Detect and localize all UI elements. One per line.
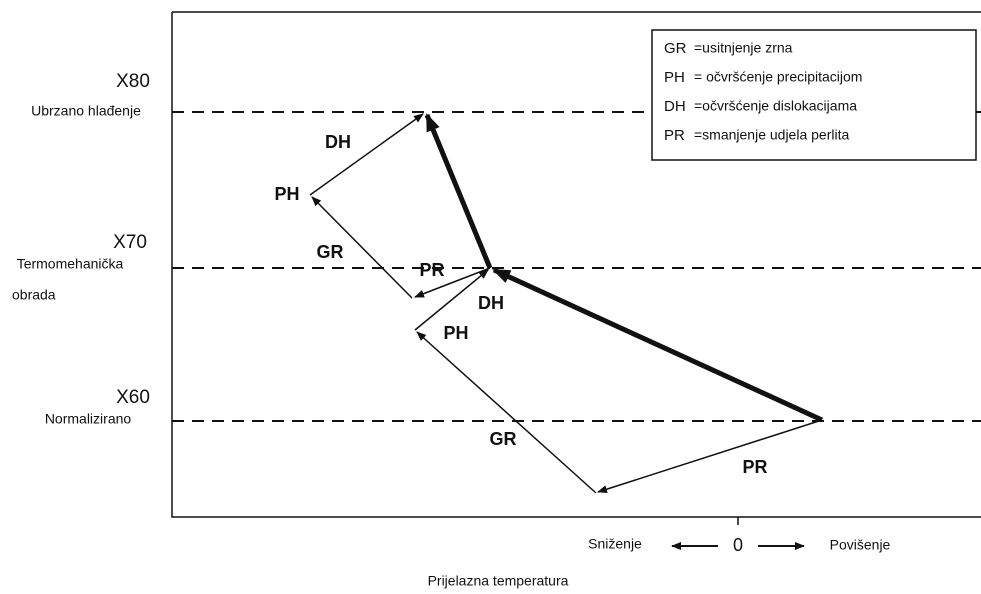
arrow-label: PR [419,260,444,280]
level-code: X60 [116,387,150,408]
plot-frame [171,11,981,525]
level-code: X80 [116,71,150,92]
level-label: Normalizirano [45,411,132,427]
legend-abbr: PR [664,127,685,144]
legend-text: =smanjenje udjela perlita [694,127,849,143]
level-label: Termomehanička [17,256,124,272]
legend-abbr: DH [664,98,686,115]
level-lines [172,111,981,422]
legend-text: =usitnjenje zrna [694,40,793,56]
legend-text: = očvršćenje precipitacijom [694,69,862,85]
axis-title: Prijelazna temperatura [428,573,569,589]
level-code: X70 [113,232,147,253]
axis-zero: 0 [733,535,743,555]
legend-abbr: GR [664,40,687,57]
legend-abbr: PH [664,69,685,86]
axis-increase: Povišenje [830,537,891,553]
level-label: Ubrzano hlađenje [31,103,141,119]
arrow-label: DH [325,132,351,152]
arrow-label: GR [317,242,344,262]
legend-text: =očvršćenje dislokacijama [694,98,857,114]
axis-decrease: Sniženje [588,536,642,552]
arrow-label: GR [490,429,517,449]
arrow-label: DH [478,293,504,313]
arrow-label: PR [742,457,767,477]
level-label: obrada [12,287,56,303]
arrows [309,113,824,494]
arrow-label: PH [443,323,468,343]
legend: GR =usitnjenje zrna PH = očvršćenje prec… [651,29,977,161]
arrow-label: PH [274,184,299,204]
